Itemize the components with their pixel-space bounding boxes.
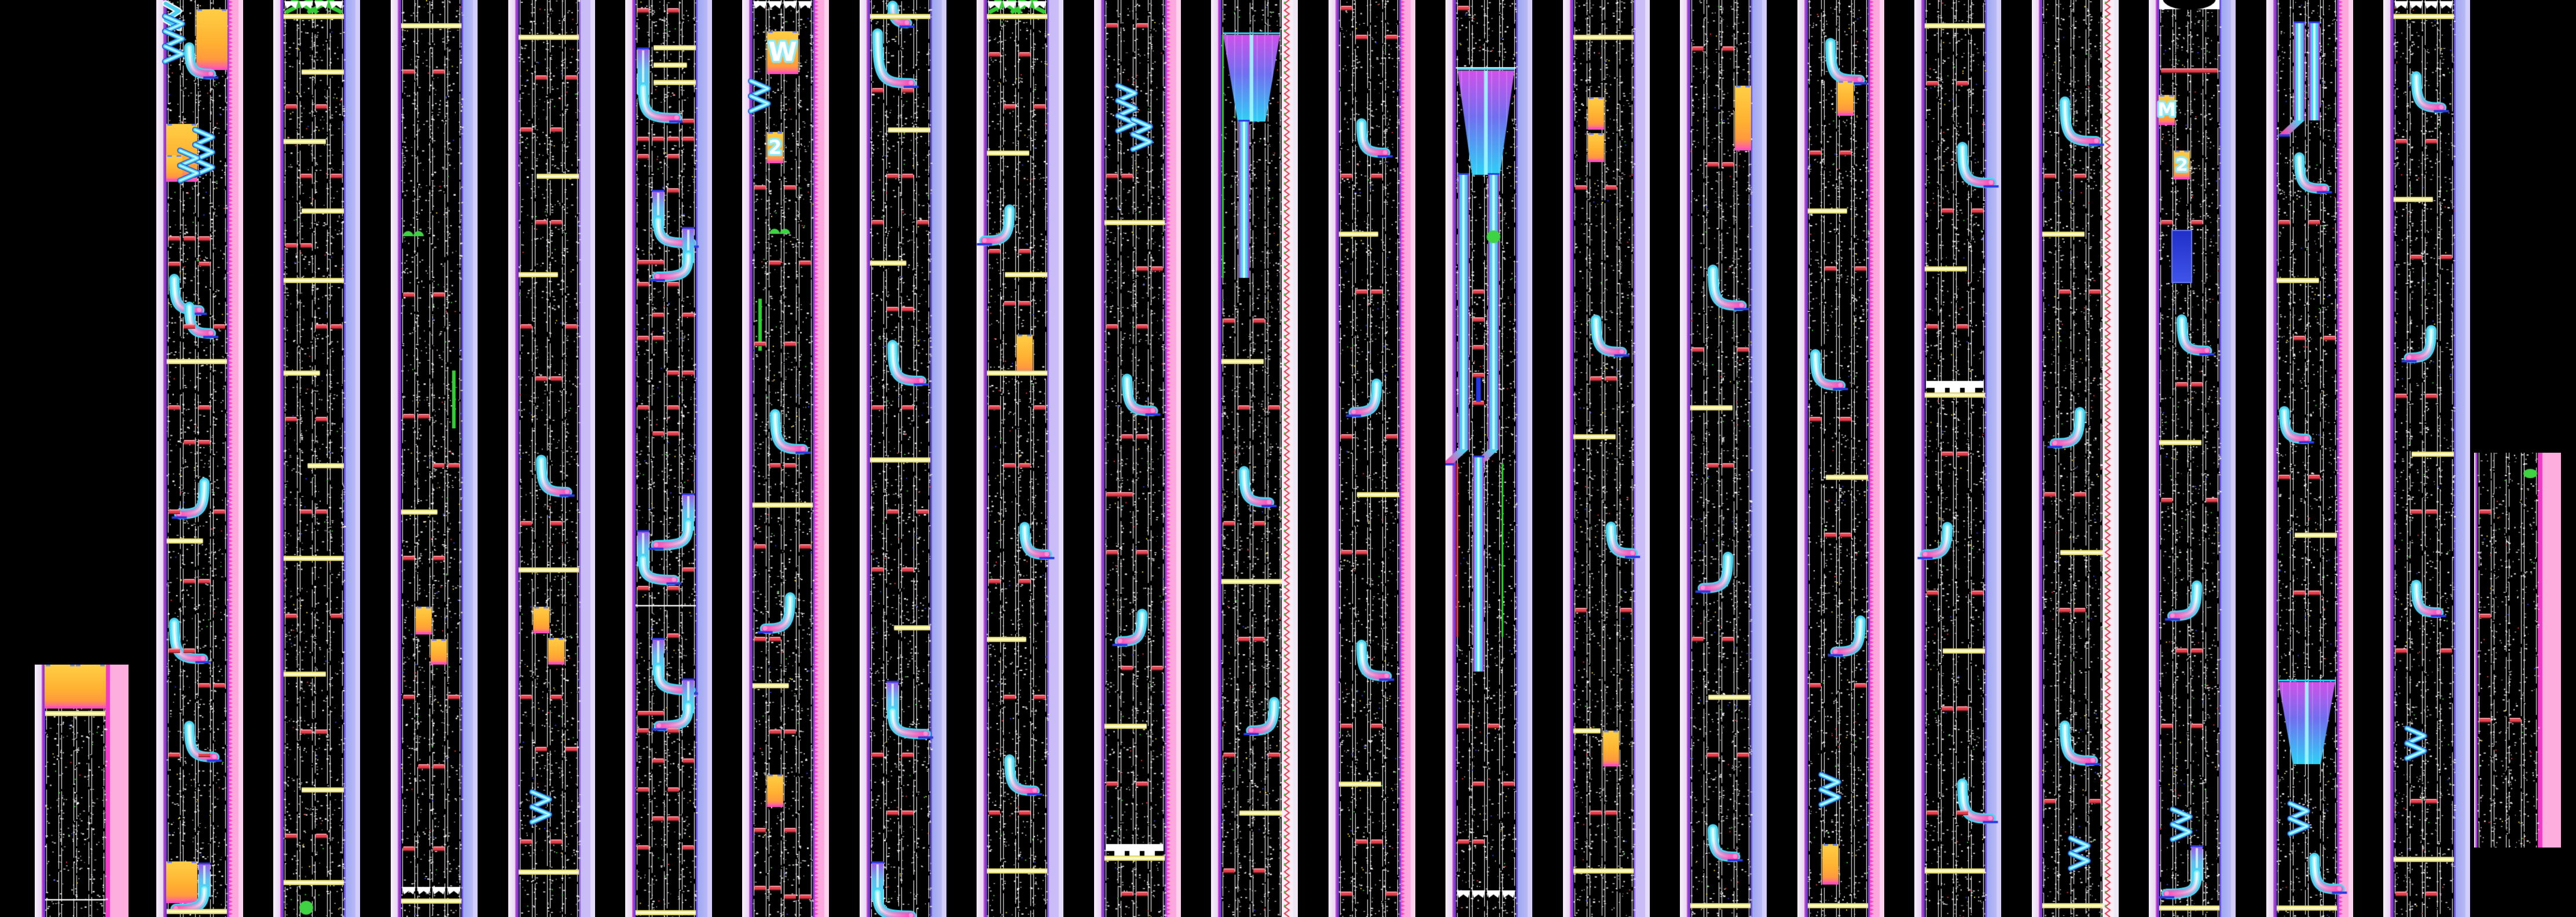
roll-strip-canvas (2474, 453, 2561, 848)
roll-strip-canvas (742, 0, 829, 917)
roll-strip-canvas (2149, 0, 2236, 917)
roll-strip (1914, 0, 2001, 917)
roll-strip (1563, 0, 1650, 917)
roll-strip (2266, 0, 2353, 917)
roll-strip (1680, 0, 1767, 917)
roll-strip (1094, 0, 1181, 917)
roll-strip (1211, 0, 1298, 917)
roll-strip (2149, 0, 2236, 917)
roll-strip (391, 0, 478, 917)
roll-strip-canvas (1329, 0, 1415, 917)
roll-strip-canvas (1445, 0, 1532, 917)
roll-strip (625, 0, 712, 917)
roll-strip-canvas (1914, 0, 2001, 917)
roll-strip-canvas (508, 0, 595, 917)
roll-strip-canvas (2266, 0, 2353, 917)
roll-strip (2474, 453, 2561, 848)
roll-strip-canvas (391, 0, 478, 917)
roll-strip (860, 0, 946, 917)
roll-strip-canvas (1680, 0, 1767, 917)
roll-strip-canvas (1797, 0, 1884, 917)
roll-strip-canvas (1094, 0, 1181, 917)
roll-strip-canvas (2032, 0, 2119, 917)
roll-strip (2383, 0, 2470, 917)
roll-strip (35, 665, 129, 917)
roll-strip-canvas (273, 0, 360, 917)
roll-strip-canvas (2383, 0, 2470, 917)
roll-strip (2032, 0, 2119, 917)
roll-strip-canvas (977, 0, 1063, 917)
roll-strip (273, 0, 360, 917)
roll-strip-canvas (35, 665, 129, 917)
roll-strip (508, 0, 595, 917)
roll-strip-canvas (625, 0, 712, 917)
roll-strip (1329, 0, 1415, 917)
roll-strip (742, 0, 829, 917)
roll-strip-canvas (1563, 0, 1650, 917)
roll-strip-canvas (860, 0, 946, 917)
roll-strip (156, 0, 243, 917)
roll-strip-canvas (1211, 0, 1298, 917)
roll-strip (1797, 0, 1884, 917)
roll-strip (977, 0, 1063, 917)
roll-strip (1445, 0, 1532, 917)
roll-strip-canvas (156, 0, 243, 917)
